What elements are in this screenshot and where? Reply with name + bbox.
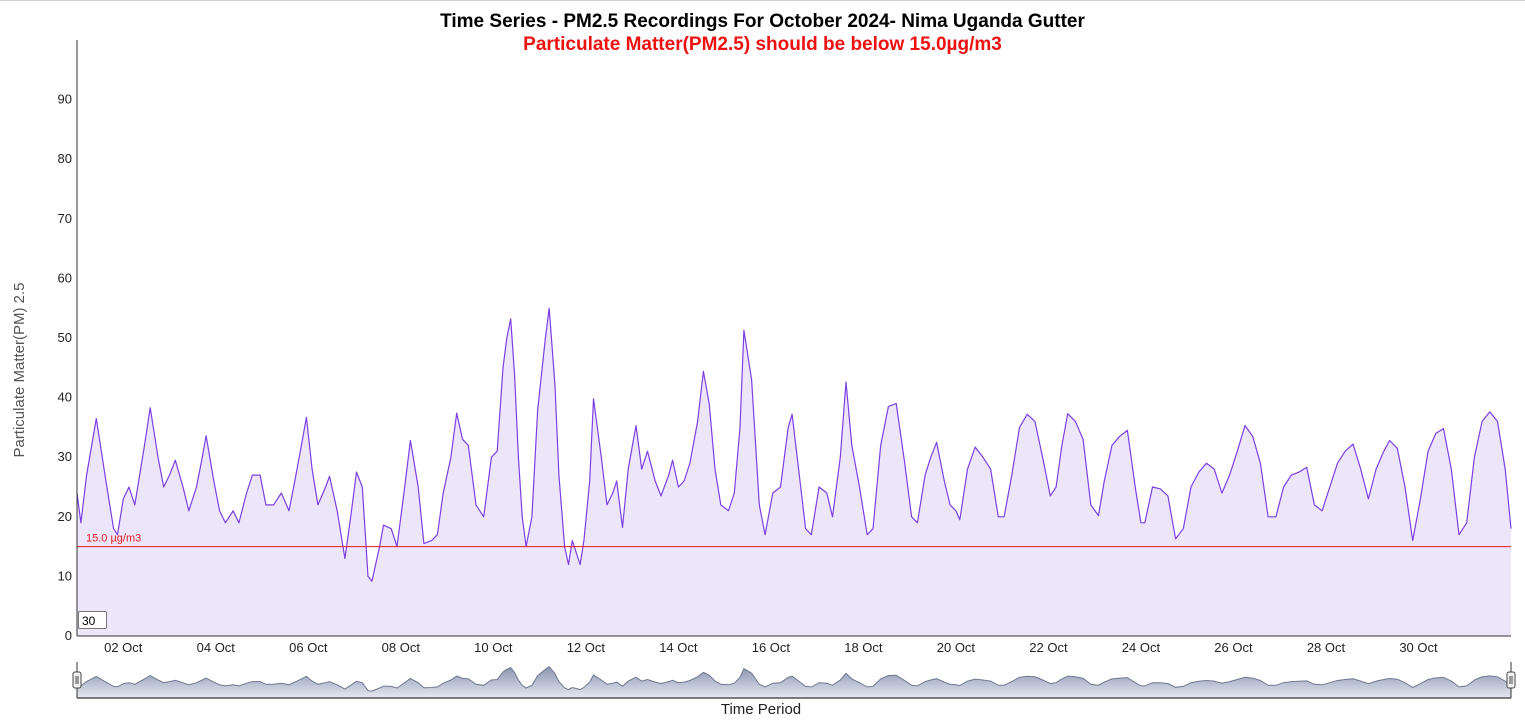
x-tick-label: 20 Oct <box>937 640 976 655</box>
y-tick-label: 0 <box>65 628 72 643</box>
navigator-left-handle[interactable] <box>72 671 82 689</box>
navigator-line <box>76 666 1512 692</box>
x-tick-label: 24 Oct <box>1122 640 1161 655</box>
x-tick-label: 18 Oct <box>844 640 883 655</box>
top-border <box>0 0 1525 1</box>
pm25-area-fill <box>77 308 1511 636</box>
chart-title: Time Series - PM2.5 Recordings For Octob… <box>440 11 1085 32</box>
pm25-series-line <box>76 307 1512 582</box>
navigator-left-handle-grip[interactable] <box>72 671 82 689</box>
x-tick-label: 22 Oct <box>1029 640 1068 655</box>
axes: Particulate Matter(PM) 2.5 Time Period 0… <box>11 40 1511 718</box>
chart-subtitle: Particulate Matter(PM2.5) should be belo… <box>523 34 1002 55</box>
range-navigator[interactable] <box>72 662 1516 699</box>
y-tick-label: 90 <box>58 92 72 107</box>
x-tick-label: 06 Oct <box>289 640 328 655</box>
x-tick-label: 14 Oct <box>659 640 698 655</box>
x-tick-label: 16 Oct <box>752 640 791 655</box>
rolling-period-input[interactable]: 30 <box>78 611 107 629</box>
y-tick-label: 10 <box>58 568 72 583</box>
x-tick-label: 30 Oct <box>1399 640 1438 655</box>
x-tick-label: 04 Oct <box>197 640 236 655</box>
navigator-right-handle[interactable] <box>1506 671 1516 689</box>
x-tick-label: 26 Oct <box>1214 640 1253 655</box>
y-axis-title: Particulate Matter(PM) 2.5 <box>11 282 28 457</box>
y-tick-label: 20 <box>58 509 72 524</box>
x-axis-title: Time Period <box>721 701 801 718</box>
x-tick-label: 02 Oct <box>104 640 143 655</box>
plot-area: 15.0 µg/m3 <box>76 307 1512 636</box>
y-tick-label: 50 <box>58 330 72 345</box>
y-tick-label: 30 <box>58 449 72 464</box>
x-tick-label: 28 Oct <box>1307 640 1346 655</box>
threshold-label: 15.0 µg/m3 <box>86 533 141 545</box>
navigator-area <box>77 666 1511 698</box>
y-tick-label: 40 <box>58 390 72 405</box>
x-tick-label: 10 Oct <box>474 640 513 655</box>
y-tick-label: 80 <box>58 151 72 166</box>
x-tick-label: 08 Oct <box>382 640 421 655</box>
navigator-right-handle-grip[interactable] <box>1506 671 1516 689</box>
y-tick-label: 60 <box>58 270 72 285</box>
y-tick-label: 70 <box>58 211 72 226</box>
x-tick-label: 12 Oct <box>567 640 606 655</box>
